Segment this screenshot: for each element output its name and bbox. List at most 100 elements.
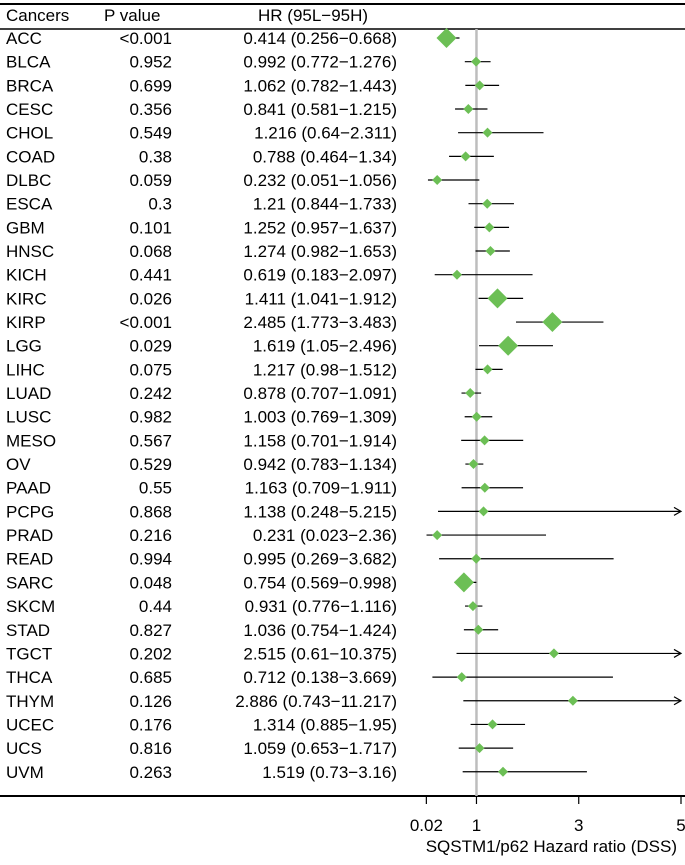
p-value: 0.868: [129, 502, 172, 521]
cancer-label: ACC: [6, 29, 42, 48]
cancer-label: UVM: [6, 763, 44, 782]
hr-marker: [460, 151, 471, 162]
hr-marker: [465, 388, 476, 399]
hr-marker: [436, 28, 457, 48]
hr-marker: [487, 288, 508, 309]
hr-marker: [567, 695, 578, 706]
hr-text: 2.886 (0.743−11.217): [235, 692, 397, 711]
header-hr: HR (95L−95H): [258, 6, 369, 25]
cancer-label: UCEC: [6, 715, 54, 734]
p-value: 0.982: [129, 408, 172, 427]
cancer-label: PRAD: [6, 526, 53, 545]
p-value: 0.176: [129, 715, 172, 734]
p-value: 0.126: [129, 692, 172, 711]
hr-text: 1.619 (1.05−2.496): [253, 337, 397, 356]
hr-text: 1.519 (0.73−3.16): [262, 763, 397, 782]
cancer-label: UCS: [6, 739, 42, 758]
hr-text: 0.414 (0.256−0.668): [243, 29, 397, 48]
p-value: 0.699: [129, 76, 172, 95]
x-tick-label: 1: [472, 816, 481, 835]
hr-text: 1.158 (0.701−1.914): [243, 431, 397, 450]
p-value: 0.827: [129, 621, 172, 640]
hr-text: 0.931 (0.776−1.116): [245, 597, 397, 616]
hr-marker: [482, 127, 493, 138]
hr-text: 2.485 (1.773−3.483): [243, 313, 397, 332]
hr-text: 1.274 (0.982−1.653): [243, 242, 397, 261]
hr-text: 0.841 (0.581−1.215): [243, 100, 397, 119]
hr-marker: [485, 246, 496, 257]
hr-marker: [478, 506, 489, 517]
hr-text: 0.992 (0.772−1.276): [243, 53, 397, 72]
hr-marker: [471, 411, 482, 422]
p-value: 0.242: [129, 384, 172, 403]
cancer-label: PCPG: [6, 502, 54, 521]
p-value: 0.38: [139, 147, 172, 166]
cancer-label: KICH: [6, 266, 47, 285]
p-value: 0.685: [129, 668, 172, 687]
x-tick-label: 5: [676, 816, 685, 835]
hr-text: 1.036 (0.754−1.424): [243, 621, 397, 640]
cancer-label: MESO: [6, 431, 56, 450]
p-value: 0.529: [129, 455, 172, 474]
ci-arrow: [673, 648, 683, 658]
hr-marker: [467, 601, 478, 612]
p-value: 0.048: [129, 573, 172, 592]
p-value: 0.549: [129, 124, 172, 143]
p-value: 0.263: [129, 763, 172, 782]
p-value: 0.101: [129, 218, 172, 237]
cancer-label: GBM: [6, 218, 45, 237]
hr-marker: [498, 335, 519, 356]
cancer-label: SARC: [6, 573, 53, 592]
hr-marker: [453, 572, 474, 593]
cancer-label: READ: [6, 550, 53, 569]
cancer-label: KIRP: [6, 313, 46, 332]
hr-marker: [498, 766, 509, 777]
hr-text: 0.995 (0.269−3.682): [243, 550, 397, 569]
x-tick-label: 0.02: [410, 816, 443, 835]
hr-marker: [451, 269, 462, 280]
hr-marker: [474, 80, 485, 91]
p-value: 0.068: [129, 242, 172, 261]
p-value: 0.202: [129, 644, 172, 663]
cancer-label: SKCM: [6, 597, 55, 616]
p-value: 0.3: [148, 195, 172, 214]
hr-text: 0.232 (0.051−1.056): [243, 171, 397, 190]
hr-text: 1.217 (0.98−1.512): [253, 360, 397, 379]
hr-text: 0.231 (0.023−2.36): [253, 526, 397, 545]
p-value: 0.952: [129, 53, 172, 72]
hr-text: 0.942 (0.783−1.134): [243, 455, 397, 474]
cancer-label: KIRC: [6, 289, 47, 308]
p-value: 0.567: [129, 431, 172, 450]
cancer-label: TGCT: [6, 644, 52, 663]
cancer-label: COAD: [6, 147, 55, 166]
hr-text: 0.619 (0.183−2.097): [243, 266, 397, 285]
cancer-label: LUSC: [6, 408, 51, 427]
hr-marker: [463, 104, 474, 115]
cancer-label: STAD: [6, 621, 50, 640]
hr-text: 1.059 (0.653−1.717): [243, 739, 397, 758]
cancer-label: HNSC: [6, 242, 54, 261]
hr-text: 0.878 (0.707−1.091): [243, 384, 397, 403]
p-value: <0.001: [120, 29, 172, 48]
hr-marker: [482, 198, 493, 209]
x-axis-label: SQSTM1/p62 Hazard ratio (DSS): [425, 837, 677, 856]
cancer-label: THCA: [6, 668, 53, 687]
hr-text: 1.411 (1.041−1.912): [245, 289, 397, 308]
hr-text: 0.788 (0.464−1.34): [253, 147, 397, 166]
cancer-label: LUAD: [6, 384, 51, 403]
cancer-label: BLCA: [6, 53, 51, 72]
ci-arrow: [673, 696, 683, 706]
cancer-label: THYM: [6, 692, 54, 711]
cancer-label: LGG: [6, 337, 42, 356]
p-value: 0.441: [129, 266, 172, 285]
p-value: 0.026: [129, 289, 172, 308]
cancer-label: BRCA: [6, 76, 54, 95]
hr-marker: [548, 648, 559, 659]
header-pvalue: P value: [104, 6, 161, 25]
cancer-label: LIHC: [6, 360, 45, 379]
hr-text: 1.216 (0.64−2.311): [254, 124, 397, 143]
cancer-label: DLBC: [6, 171, 51, 190]
p-value: 0.356: [129, 100, 172, 119]
